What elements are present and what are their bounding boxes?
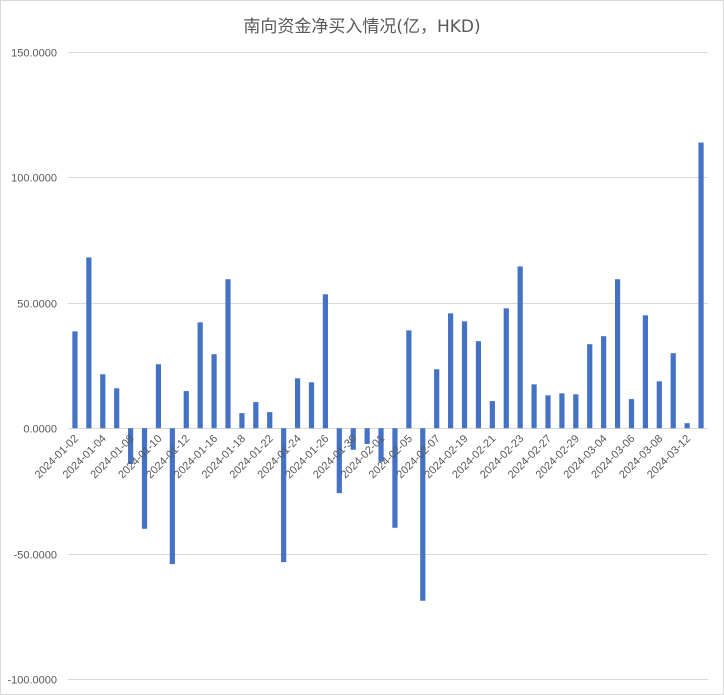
bar (336, 428, 342, 494)
bar (420, 428, 426, 601)
bar (628, 399, 635, 429)
bar (100, 374, 106, 429)
y-tick-label: 150.0000 (11, 48, 57, 60)
bar (461, 321, 468, 429)
bar (141, 428, 148, 529)
bar (72, 331, 78, 429)
bar (239, 413, 245, 429)
bar (169, 428, 175, 565)
bar (128, 428, 134, 465)
bar (601, 336, 607, 429)
bar (684, 423, 690, 429)
bar (503, 308, 509, 429)
bar (114, 388, 120, 429)
bar (517, 266, 523, 429)
bar (448, 313, 454, 429)
y-tick-label: -50.0000 (14, 550, 57, 562)
y-tick-label: 50.0000 (17, 299, 57, 311)
bar (155, 364, 162, 429)
bar (573, 394, 579, 429)
bar (614, 279, 621, 429)
bar (406, 330, 412, 429)
bar (587, 344, 593, 429)
bar (211, 354, 217, 429)
bar (197, 322, 203, 429)
bar (642, 315, 648, 429)
bar (698, 142, 704, 429)
bar (225, 279, 231, 429)
bar (267, 412, 273, 429)
bar (364, 428, 370, 445)
bar (294, 378, 301, 429)
bar (378, 428, 384, 462)
bar (545, 395, 551, 429)
bar (281, 428, 287, 563)
bar (559, 393, 565, 429)
bar (434, 369, 440, 429)
chart-title: 南向资金净买入情况(亿，HKD) (243, 17, 481, 37)
bar (322, 294, 328, 429)
bar (350, 428, 356, 450)
bar (86, 257, 92, 429)
bar (489, 401, 495, 429)
bar (308, 382, 315, 429)
bar (670, 353, 676, 429)
bar (183, 391, 189, 429)
y-tick-label: 0.0000 (23, 424, 57, 436)
bar (475, 341, 482, 429)
bar (253, 402, 259, 429)
bar (656, 381, 662, 429)
y-tick-label: 100.0000 (11, 173, 57, 185)
y-tick-label: -100.0000 (7, 675, 57, 687)
bar (531, 384, 537, 429)
bar (392, 428, 398, 528)
